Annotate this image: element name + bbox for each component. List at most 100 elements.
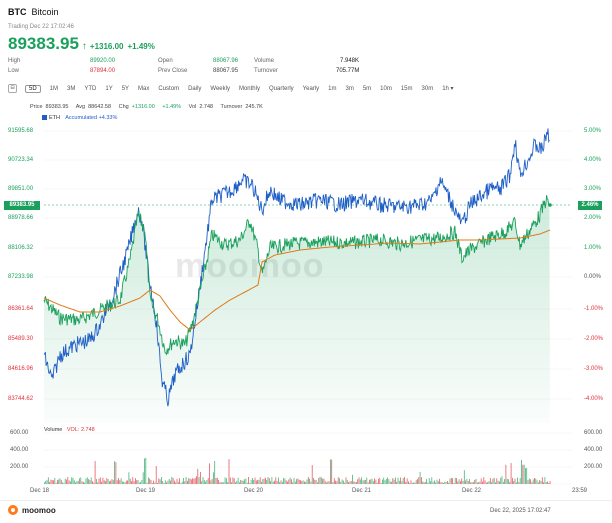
y-left-tick: 85489.30	[8, 336, 34, 342]
period-1m[interactable]: 1M	[49, 85, 59, 92]
y-left-tick: 88978.66	[8, 215, 34, 221]
stat-turnover-value: 705.77M	[336, 68, 360, 74]
period-5m[interactable]: 5m	[362, 85, 372, 92]
info-chg-pct: +1.49%	[162, 104, 182, 110]
x-axis-tick: Dec 21	[352, 488, 372, 494]
eth-legend-swatch	[42, 115, 47, 121]
y-left-tick: 90723.34	[8, 157, 34, 163]
y-left-tick: 86361.64	[8, 306, 34, 312]
period-toolbar: ⊟ 5D 1M 3M YTD 1Y 5Y Max Custom Daily Weekly Month…	[8, 83, 463, 94]
volume-title: Volume	[44, 427, 63, 433]
footer-divider	[0, 500, 612, 501]
price-line	[43, 195, 550, 356]
current-price-dot	[548, 203, 552, 207]
volume-tick: 400.00	[584, 447, 603, 453]
y-left-tick: 84616.96	[8, 366, 34, 372]
price-change: +1316.00	[89, 42, 124, 51]
period-3m[interactable]: 3m	[345, 85, 354, 92]
price-chart[interactable]	[0, 0, 612, 500]
stat-open-label: Open	[158, 58, 173, 64]
period-weekly[interactable]: Weekly	[210, 85, 230, 92]
asset-name: Bitcoin	[31, 7, 59, 17]
y-right-tick: -1.00%	[584, 306, 604, 312]
chart-info-row: Price 89383.95 Avg 88642.58 Chg +1316.00 +1…	[30, 104, 266, 110]
period-1m[interactable]: 1m	[328, 85, 337, 92]
accum-label: Accumulated	[65, 115, 98, 121]
x-axis-tick: 23:59	[572, 488, 588, 494]
y-right-tick: 1.00%	[584, 245, 602, 251]
footer-timestamp: Dec 22, 2025 17:02:47	[490, 508, 551, 514]
stat-volume-value: 7.948K	[340, 58, 360, 64]
stat-prev-close-label: Prev Close	[158, 68, 188, 74]
volume-tick: 200.00	[584, 464, 603, 470]
volume-value: VOL: 2.748	[66, 427, 95, 433]
y-right-tick: 2.00%	[584, 215, 602, 221]
stat-low-value: 87894.00	[90, 68, 116, 74]
trading-status: Trading Dec 22 17:02:46	[8, 24, 74, 30]
y-left-tick: 83744.62	[8, 396, 34, 402]
info-chg-label: Chg	[118, 104, 129, 110]
volume-tick: 600.00	[584, 430, 603, 436]
period-10m[interactable]: 10m	[380, 85, 392, 92]
period-daily[interactable]: Daily	[188, 85, 202, 92]
y-right-tick: 4.00%	[584, 157, 602, 163]
info-avg: 88642.58	[88, 104, 112, 110]
price-change-pct: +1.49%	[127, 42, 155, 51]
stat-open-value: 88067.96	[213, 58, 239, 64]
period-3m[interactable]: 3M	[67, 85, 76, 92]
info-turnover-label: Turnover	[220, 104, 243, 110]
brand-name: moomoo	[22, 505, 56, 515]
eth-line	[43, 128, 550, 407]
y-right-tick: 3.00%	[584, 186, 602, 192]
info-turnover: 245.7K	[245, 104, 263, 110]
period-monthly[interactable]: Monthly	[238, 85, 260, 92]
info-vol-label: Vol	[188, 104, 197, 110]
volume-tick: 200.00	[10, 464, 29, 470]
volume-bars	[44, 457, 551, 484]
info-avg-label: Avg	[75, 104, 86, 110]
x-axis-tick: Dec 20	[244, 488, 264, 494]
y-right-tick: 0.00%	[584, 274, 602, 280]
moomoo-logo-icon	[8, 505, 18, 515]
period-1h[interactable]: 1h ▾	[442, 86, 454, 92]
period-1y[interactable]: 1Y	[105, 85, 113, 92]
period-5d[interactable]: 5D	[25, 84, 41, 93]
y-right-tick: -4.00%	[584, 396, 604, 402]
y-right-tick: -2.00%	[584, 336, 604, 342]
legend[interactable]: ETH Accumulated +4.33%	[42, 115, 117, 121]
up-arrow-icon: ↑	[81, 41, 87, 52]
pct-tag: 2.46%	[578, 201, 602, 210]
eth-legend-label: ETH	[49, 115, 60, 121]
volume-tick: 400.00	[10, 447, 29, 453]
stat-high-label: High	[8, 58, 21, 64]
period-custom[interactable]: Custom	[158, 85, 180, 92]
info-chg: +1316.00	[131, 104, 155, 110]
y-left-tick: 89851.00	[8, 186, 34, 192]
volume-panel-title: Volume VOL: 2.748	[44, 427, 95, 433]
stat-turnover-label: Turnover	[254, 68, 278, 74]
period-yearly[interactable]: Yearly	[302, 85, 320, 92]
y-left-tick: 88106.32	[8, 245, 34, 251]
price-tag: 89383.95	[4, 201, 40, 210]
period-max[interactable]: Max	[138, 85, 150, 92]
volume-tick: 600.00	[10, 430, 29, 436]
stat-low-label: Low	[8, 68, 20, 74]
symbol: BTC	[8, 7, 27, 17]
x-axis-tick: Dec 18	[30, 488, 50, 494]
x-axis-tick: Dec 22	[462, 488, 482, 494]
stat-prev-close-value: 88067.95	[213, 68, 239, 74]
y-left-tick: 91595.68	[8, 128, 34, 134]
period-ytd[interactable]: YTD	[84, 85, 97, 92]
period-5y[interactable]: 5Y	[121, 85, 130, 92]
period-30m[interactable]: 30m	[421, 85, 434, 92]
period-quarterly[interactable]: Quarterly	[268, 85, 294, 92]
y-right-tick: -3.00%	[584, 366, 604, 372]
stat-volume-label: Volume	[254, 58, 275, 64]
price-area	[44, 195, 550, 423]
stat-high-value: 89920.00	[90, 58, 116, 64]
info-price: 89383.95	[45, 104, 69, 110]
last-price: 89383.95	[8, 34, 79, 53]
layout-icon[interactable]: ⊟	[8, 84, 17, 93]
period-15m[interactable]: 15m	[400, 85, 413, 92]
header-title: BTC Bitcoin	[8, 7, 64, 17]
